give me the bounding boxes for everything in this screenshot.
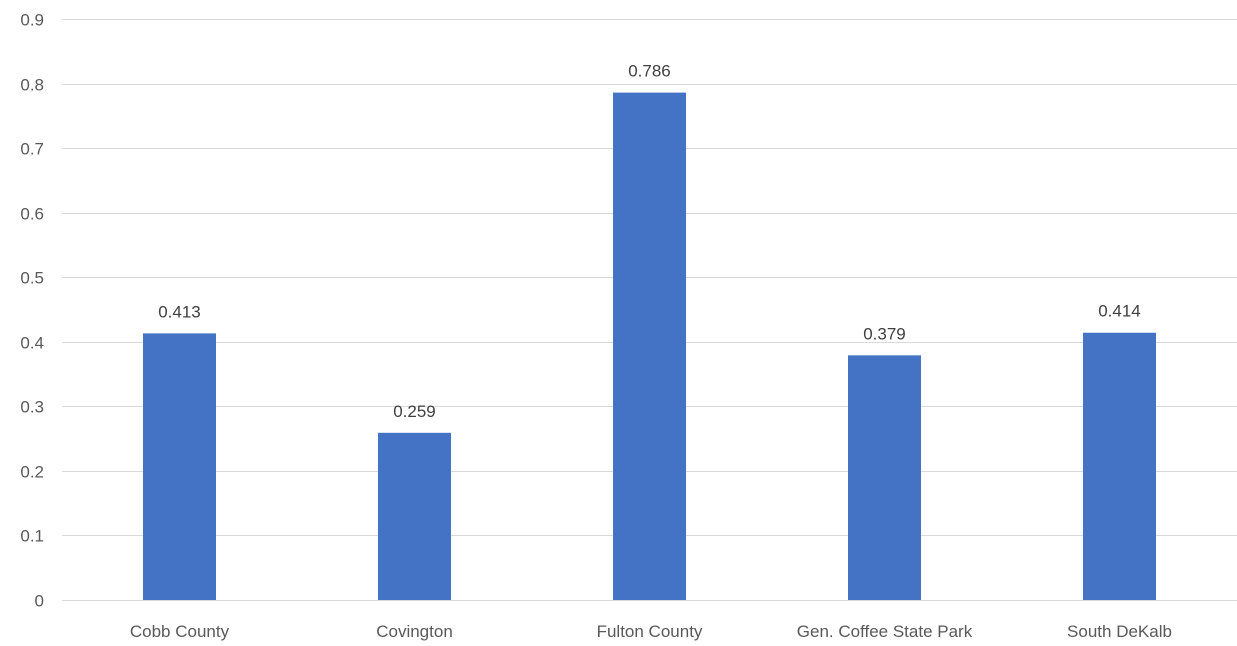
data-label: 0.414	[1098, 302, 1141, 321]
x-category-label: Fulton County	[597, 622, 703, 641]
x-axis-category-labels: Cobb County Covington Fulton County Gen. Co…	[130, 622, 1172, 641]
data-label: 0.379	[863, 324, 906, 343]
x-category-label: South DeKalb	[1067, 622, 1172, 641]
bar	[613, 92, 686, 601]
bars	[143, 92, 1156, 601]
y-tick-label: 0	[35, 592, 44, 611]
data-label: 0.413	[158, 302, 201, 321]
data-label: 0.786	[628, 62, 671, 81]
x-category-label: Cobb County	[130, 622, 230, 641]
y-tick-label: 0.1	[20, 527, 44, 546]
y-tick-label: 0.6	[20, 205, 44, 224]
y-tick-label: 0.5	[20, 269, 44, 288]
y-tick-label: 0.9	[20, 11, 44, 30]
y-tick-label: 0.7	[20, 140, 44, 159]
y-tick-label: 0.4	[20, 334, 44, 353]
y-tick-label: 0.2	[20, 463, 44, 482]
bar	[848, 355, 921, 600]
data-label: 0.259	[393, 402, 436, 421]
x-category-label: Gen. Coffee State Park	[797, 622, 973, 641]
bar	[143, 333, 216, 600]
bar	[1083, 332, 1156, 600]
y-tick-label: 0.8	[20, 76, 44, 95]
x-category-label: Covington	[376, 622, 453, 641]
data-labels: 0.413 0.259 0.786 0.379 0.414	[158, 62, 1141, 421]
bar	[378, 432, 451, 600]
y-axis-tick-labels: 0 0.1 0.2 0.3 0.4 0.5 0.6 0.7 0.8 0.9	[20, 11, 44, 611]
y-tick-label: 0.3	[20, 398, 44, 417]
